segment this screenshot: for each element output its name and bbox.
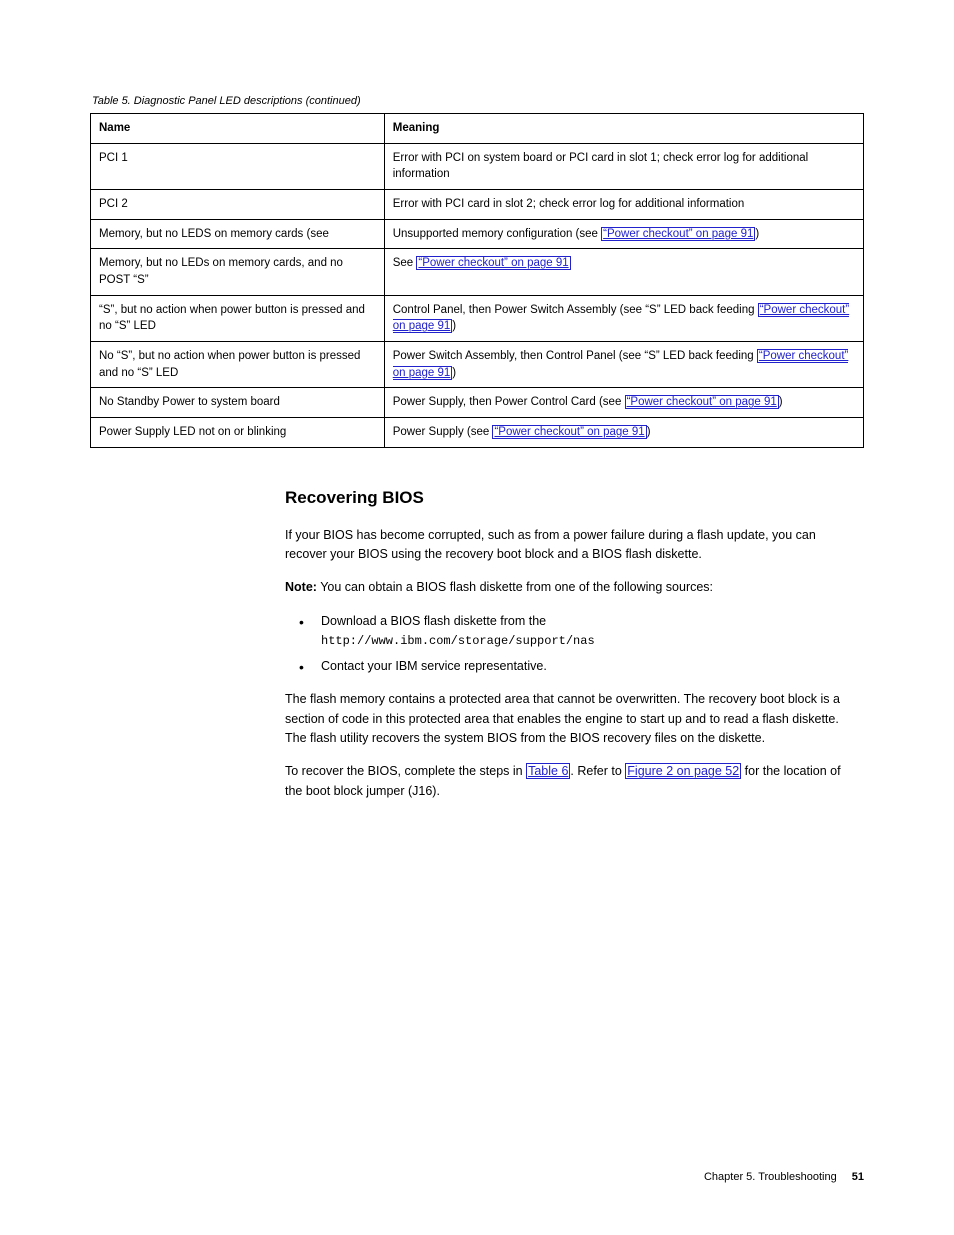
footer-chapter: Chapter 5. Troubleshooting bbox=[704, 1171, 837, 1183]
note-bullet-list: Download a BIOS flash diskette from the … bbox=[299, 612, 854, 676]
section-title: Recovering BIOS bbox=[285, 488, 854, 508]
cell-name: Memory, but no LEDS on memory cards (see bbox=[91, 219, 385, 249]
cell-meaning: Power Switch Assembly, then Control Pane… bbox=[384, 342, 863, 388]
table-row: No Standby Power to system boardPower Su… bbox=[91, 388, 864, 418]
col-name: Name bbox=[91, 114, 385, 144]
cross-ref-link[interactable]: “Power checkout” on page 91 bbox=[393, 303, 849, 334]
table-header-row: Name Meaning bbox=[91, 114, 864, 144]
bios-section: Recovering BIOS If your BIOS has become … bbox=[285, 488, 854, 801]
cell-meaning: Power Supply (see “Power checkout” on pa… bbox=[384, 418, 863, 448]
paragraph: To recover the BIOS, complete the steps … bbox=[285, 762, 854, 801]
col-meaning: Meaning bbox=[384, 114, 863, 144]
note-text: You can obtain a BIOS flash diskette fro… bbox=[320, 580, 713, 594]
cross-ref-link[interactable]: “Power checkout” on page 91 bbox=[492, 425, 646, 439]
page-number: 51 bbox=[852, 1171, 864, 1183]
cell-name: Power Supply LED not on or blinking bbox=[91, 418, 385, 448]
cross-ref-link[interactable]: “Power checkout” on page 91 bbox=[393, 349, 849, 380]
note-label: Note: bbox=[285, 580, 317, 594]
paragraph: The flash memory contains a protected ar… bbox=[285, 690, 854, 748]
page-footer: Chapter 5. Troubleshooting 51 bbox=[704, 1171, 864, 1183]
cell-meaning: Error with PCI on system board or PCI ca… bbox=[384, 143, 863, 189]
table-row: Memory, but no LEDs on memory cards, and… bbox=[91, 249, 864, 295]
url-text: http://www.ibm.com/storage/support/nas bbox=[321, 634, 595, 648]
table-row: “S”, but no action when power button is … bbox=[91, 295, 864, 341]
cell-meaning: Power Supply, then Power Control Card (s… bbox=[384, 388, 863, 418]
cross-ref-link[interactable]: “Power checkout” on page 91 bbox=[416, 256, 570, 270]
table-row: No “S”, but no action when power button … bbox=[91, 342, 864, 388]
diagnostic-led-table: Name Meaning PCI 1Error with PCI on syst… bbox=[90, 113, 864, 448]
cross-ref-link[interactable]: “Power checkout” on page 91 bbox=[625, 395, 779, 409]
cell-name: Memory, but no LEDs on memory cards, and… bbox=[91, 249, 385, 295]
paragraph: If your BIOS has become corrupted, such … bbox=[285, 526, 854, 565]
document-page: Table 5. Diagnostic Panel LED descriptio… bbox=[0, 0, 954, 865]
table5-caption: Table 5. Diagnostic Panel LED descriptio… bbox=[92, 95, 864, 107]
cell-name: No “S”, but no action when power button … bbox=[91, 342, 385, 388]
table-row: Power Supply LED not on or blinkingPower… bbox=[91, 418, 864, 448]
link-table6[interactable]: Table 6 bbox=[526, 763, 570, 779]
table-row: PCI 2Error with PCI card in slot 2; chec… bbox=[91, 190, 864, 220]
list-item: Download a BIOS flash diskette from the … bbox=[299, 612, 854, 651]
cell-meaning: Control Panel, then Power Switch Assembl… bbox=[384, 295, 863, 341]
table-row: PCI 1Error with PCI on system board or P… bbox=[91, 143, 864, 189]
cell-name: PCI 2 bbox=[91, 190, 385, 220]
cell-name: PCI 1 bbox=[91, 143, 385, 189]
note-paragraph: Note: You can obtain a BIOS flash disket… bbox=[285, 578, 854, 597]
table-row: Memory, but no LEDS on memory cards (see… bbox=[91, 219, 864, 249]
cell-meaning: Error with PCI card in slot 2; check err… bbox=[384, 190, 863, 220]
cell-meaning: Unsupported memory configuration (see “P… bbox=[384, 219, 863, 249]
cell-name: No Standby Power to system board bbox=[91, 388, 385, 418]
cell-name: “S”, but no action when power button is … bbox=[91, 295, 385, 341]
cell-meaning: See “Power checkout” on page 91 bbox=[384, 249, 863, 295]
bullet-text: Download a BIOS flash diskette from the bbox=[321, 614, 546, 628]
list-item: Contact your IBM service representative. bbox=[299, 657, 854, 676]
cross-ref-link[interactable]: “Power checkout” on page 91 bbox=[601, 227, 755, 241]
link-figure2[interactable]: Figure 2 on page 52 bbox=[625, 763, 741, 779]
